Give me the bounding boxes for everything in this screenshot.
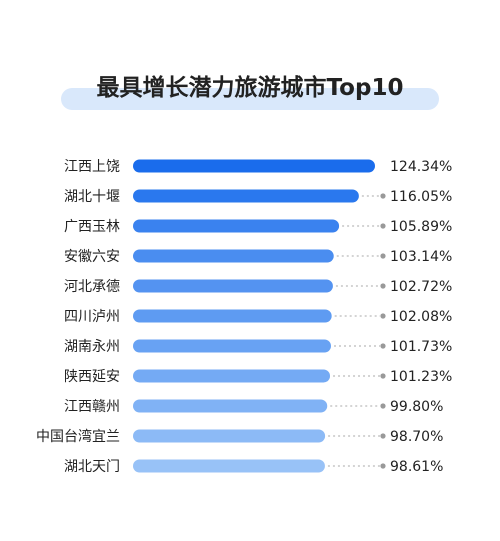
connector-dot (380, 193, 386, 199)
bar (133, 369, 331, 383)
connector-dot (380, 343, 386, 349)
category-label: 中国台湾宜兰 (36, 428, 120, 445)
connector-dot (380, 223, 386, 229)
connector-dot (380, 433, 386, 439)
bar (133, 399, 328, 413)
bar (133, 159, 375, 173)
chart-title-block: 最具增长潜力旅游城市Top10 (61, 62, 439, 110)
connector-dot (380, 253, 386, 259)
category-label: 湖北十堰 (64, 189, 120, 205)
value-label: 116.05% (390, 189, 452, 205)
connector-dot (380, 403, 386, 409)
chart-title: 最具增长潜力旅游城市Top10 (96, 75, 404, 101)
category-label: 江西上饶 (64, 159, 120, 175)
value-label: 103.14% (390, 249, 452, 265)
bar (133, 309, 332, 323)
value-label: 105.89% (390, 219, 452, 235)
bar (133, 459, 325, 473)
category-label: 广西玉林 (64, 219, 120, 235)
category-label: 湖北天门 (64, 459, 120, 475)
bar (133, 189, 359, 203)
value-label: 124.34% (390, 159, 452, 175)
connector-dot (380, 463, 386, 469)
category-label: 四川泸州 (64, 309, 120, 325)
value-label: 99.80% (390, 399, 443, 415)
bar (133, 339, 331, 353)
value-label: 101.73% (390, 339, 452, 355)
category-label: 湖南永州 (64, 339, 120, 355)
connector-dot (380, 313, 386, 319)
value-label: 98.61% (390, 459, 443, 475)
category-label: 陕西延安 (64, 369, 120, 385)
value-label: 101.23% (390, 369, 452, 385)
category-label: 河北承德 (64, 279, 120, 295)
bar (133, 429, 326, 443)
bar (133, 249, 334, 263)
category-label: 江西赣州 (64, 399, 120, 415)
connector-dot (380, 283, 386, 289)
title-highlight-pill (61, 88, 439, 110)
bar (133, 279, 333, 293)
bar (133, 219, 340, 233)
value-label: 102.08% (390, 309, 452, 325)
category-label: 安徽六安 (64, 249, 120, 265)
value-label: 98.70% (390, 429, 443, 445)
connector-dot (380, 373, 386, 379)
value-label: 102.72% (390, 279, 452, 295)
